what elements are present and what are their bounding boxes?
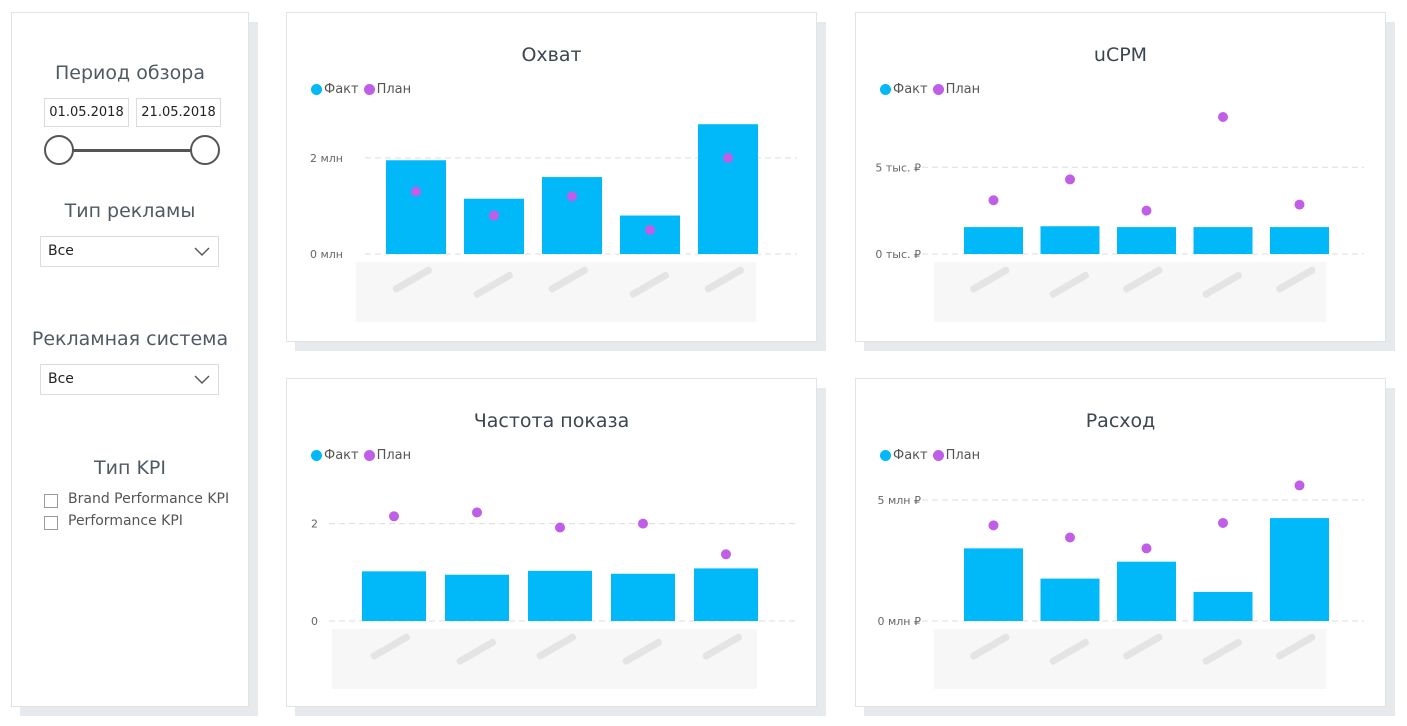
ad-system-dropdown[interactable]: Все [40,364,219,395]
plan-marker[interactable] [1218,518,1228,528]
y-tick-label: 0 [311,615,318,628]
y-tick-label: 2 млн [310,152,343,165]
fact-bar[interactable] [464,199,524,254]
plan-marker[interactable] [411,187,421,197]
chevron-down-icon [193,371,211,387]
plan-marker[interactable] [1142,543,1152,553]
fact-bar[interactable] [386,160,446,254]
date-range-slider-end-handle[interactable] [190,135,220,165]
plan-marker[interactable] [1295,480,1305,490]
plan-marker[interactable] [989,195,999,205]
fact-bar[interactable] [528,571,592,621]
fact-bar[interactable] [1270,518,1329,621]
chart-plot-frequency: 02 [287,379,818,708]
ad-type-dropdown[interactable]: Все [40,236,219,267]
fact-bar[interactable] [1041,579,1100,621]
plan-marker[interactable] [645,225,655,235]
fact-bar[interactable] [1041,226,1100,254]
plan-marker[interactable] [1218,112,1228,122]
ad-type-dropdown-value: Все [48,243,74,259]
checkbox-icon[interactable] [44,516,58,530]
plan-marker[interactable] [638,519,648,529]
fact-bar[interactable] [1270,227,1329,254]
ad-system-dropdown-value: Все [48,371,74,387]
x-axis-labels-blurred [934,262,1327,322]
fact-bar[interactable] [611,574,675,621]
fact-bar[interactable] [1117,562,1176,621]
x-axis-labels-blurred [356,262,756,322]
fact-bar[interactable] [445,575,509,621]
plan-marker[interactable] [472,507,482,517]
y-tick-label: 5 млн ₽ [877,494,921,507]
fact-bar[interactable] [964,227,1023,254]
ad-type-title: Тип рекламы [12,200,248,222]
x-axis-labels-blurred [332,629,757,689]
plan-marker[interactable] [1142,206,1152,216]
chart-card-reach: Охват Факт План 0 млн 2 млн [286,12,817,342]
plan-marker[interactable] [555,523,565,533]
y-tick-label: 0 млн [310,248,343,261]
y-tick-label: 5 тыс. ₽ [875,161,921,174]
date-to-input[interactable]: 21.05.2018 [136,98,221,127]
fact-bar[interactable] [362,571,426,621]
kpi-type-title: Тип KPI [12,457,248,479]
y-tick-label: 0 млн ₽ [877,615,921,628]
fact-bar[interactable] [542,177,602,254]
plan-marker[interactable] [989,520,999,530]
chart-plot-spend: 0 млн ₽ 5 млн ₽ [856,379,1387,708]
fact-bar[interactable] [698,124,758,254]
fact-bar[interactable] [694,568,758,621]
chart-card-spend: Расход Факт План 0 млн ₽ 5 млн ₽ [855,378,1386,707]
chart-card-ucpm: uCPM Факт План 0 тыс. ₽5 тыс. ₽ [855,12,1386,342]
plan-marker[interactable] [721,549,731,559]
plan-marker[interactable] [1065,532,1075,542]
filter-panel: Период обзора 01.05.2018 21.05.2018 Тип … [11,12,249,707]
plan-marker[interactable] [489,211,499,221]
y-tick-label: 2 [311,518,318,531]
x-axis-labels-blurred [934,629,1327,689]
kpi-option-label: Performance KPI [68,513,183,529]
plan-marker[interactable] [567,191,577,201]
chevron-down-icon [193,243,211,259]
chart-plot-ucpm: 0 тыс. ₽ 5 тыс. ₽ [856,13,1387,343]
chart-plot-reach: 0 млн 2 млн [287,13,818,343]
fact-bar[interactable] [1194,227,1253,254]
y-tick-label: 0 тыс. ₽ [875,248,921,261]
checkbox-icon[interactable] [44,494,58,508]
fact-bar[interactable] [964,548,1023,621]
plan-marker[interactable] [1295,200,1305,210]
kpi-option-label: Brand Performance KPI [68,491,229,507]
plan-marker[interactable] [723,153,733,163]
fact-bar[interactable] [1194,592,1253,621]
period-title: Период обзора [12,62,248,84]
ad-system-title: Рекламная система [12,328,248,350]
plan-marker[interactable] [1065,174,1075,184]
date-range-slider-start-handle[interactable] [44,135,74,165]
plan-marker[interactable] [389,511,399,521]
date-from-input[interactable]: 01.05.2018 [44,98,129,127]
fact-bar[interactable] [1117,227,1176,254]
